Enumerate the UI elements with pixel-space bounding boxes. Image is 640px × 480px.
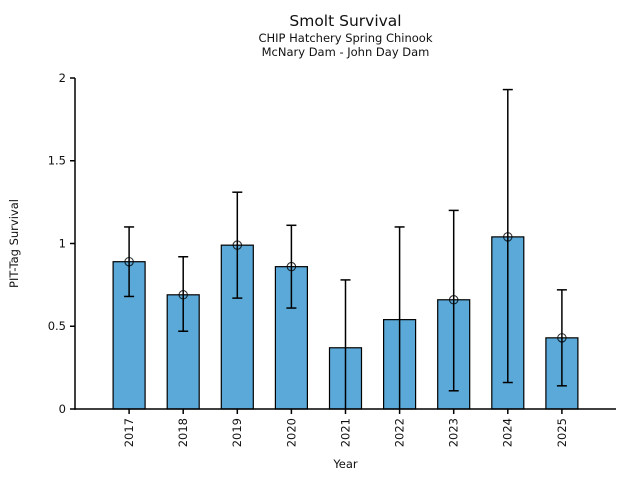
marker-2017 bbox=[124, 256, 134, 267]
x-tick-label-2024: 2024 bbox=[501, 418, 515, 447]
y-axis-label: PIT-Tag Survival bbox=[7, 199, 21, 288]
y-tick-label-2: 2 bbox=[59, 71, 66, 85]
marker-2018 bbox=[178, 290, 188, 300]
marker-2025 bbox=[557, 333, 567, 343]
x-tick-label-2022: 2022 bbox=[393, 418, 407, 447]
marker-2020 bbox=[286, 261, 297, 272]
bar-2020 bbox=[274, 266, 308, 410]
x-tick-label-2019: 2019 bbox=[230, 418, 244, 447]
x-tick-label-2020: 2020 bbox=[284, 418, 298, 447]
y-tick-label-1: 1 bbox=[59, 236, 66, 250]
y-tick-label-0.5: 0.5 bbox=[48, 319, 66, 333]
marker-2023 bbox=[448, 295, 459, 305]
marker-2024 bbox=[503, 232, 513, 242]
x-tick-label-2025: 2025 bbox=[555, 418, 569, 447]
y-tick-label-1.5: 1.5 bbox=[48, 154, 66, 168]
marker-2019 bbox=[232, 240, 243, 250]
x-tick-label-2023: 2023 bbox=[447, 418, 461, 447]
x-tick-label-2021: 2021 bbox=[338, 418, 352, 447]
x-axis-label: Year bbox=[332, 457, 358, 471]
y-tick-label-0: 0 bbox=[59, 402, 66, 416]
x-tick-label-2017: 2017 bbox=[122, 418, 136, 447]
x-tick-label-2018: 2018 bbox=[176, 418, 190, 447]
